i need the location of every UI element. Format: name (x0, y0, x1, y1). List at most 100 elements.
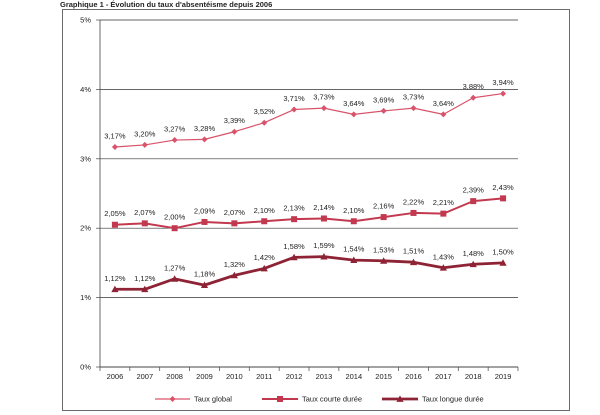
data-point (350, 256, 358, 264)
x-tick-label: 2010 (226, 372, 243, 381)
legend-label: Taux global (194, 395, 232, 404)
data-point (290, 253, 298, 261)
x-tick-label: 2009 (196, 372, 213, 381)
legend-marker (396, 395, 404, 402)
data-point (111, 221, 118, 228)
data-label: 1,59% (313, 241, 335, 250)
data-point (499, 259, 507, 266)
data-label: 3,39% (224, 116, 246, 125)
data-label: 2,13% (283, 204, 305, 213)
data-label: 3,73% (403, 93, 425, 102)
data-label: 3,64% (343, 99, 365, 108)
data-label: 1,12% (104, 274, 126, 283)
data-point (380, 214, 387, 221)
x-tick-label: 2011 (256, 372, 272, 381)
data-point (469, 260, 477, 268)
legend-label: Taux courte durée (302, 395, 362, 404)
data-point (380, 107, 387, 114)
data-label: 2,14% (313, 203, 335, 212)
y-tick-label: 2% (80, 224, 91, 233)
data-point (410, 209, 417, 216)
legend: Taux global Taux courte durée Taux longue … (155, 395, 484, 404)
chart-frame (62, 9, 570, 411)
data-label: 2,10% (343, 206, 365, 215)
data-point (171, 275, 179, 282)
data-label: 3,73% (313, 93, 335, 102)
x-tick-label: 2014 (345, 372, 362, 381)
data-point (470, 94, 477, 101)
y-tick-label: 1% (80, 293, 91, 302)
series-group (111, 90, 507, 293)
data-label: 1,51% (403, 247, 425, 256)
data-point (141, 220, 148, 227)
x-tick-label: 2019 (495, 372, 512, 381)
data-label: 1,58% (283, 242, 305, 251)
data-point (291, 106, 298, 113)
data-point (320, 253, 328, 260)
data-label: 1,50% (492, 247, 514, 256)
data-point (380, 257, 388, 264)
data-label: 2,07% (134, 208, 156, 217)
chart-title: Graphique 1 - Évolution du taux d'absent… (60, 0, 273, 9)
y-axis-ticks: 0% 1% 2% 3% 4% 5% (80, 16, 91, 372)
data-label: 2,10% (254, 206, 276, 215)
data-point (500, 195, 507, 202)
data-label: 1,12% (134, 274, 156, 283)
data-point (410, 105, 417, 112)
data-label: 3,27% (164, 125, 186, 134)
data-point (171, 225, 178, 232)
data-label: 1,43% (433, 252, 455, 261)
data-label: 2,21% (433, 198, 455, 207)
data-point (291, 216, 298, 223)
data-point (111, 144, 118, 151)
data-point (350, 218, 357, 225)
x-tick-label: 2012 (286, 372, 303, 381)
data-label: 3,64% (433, 99, 455, 108)
series-line (114, 255, 504, 291)
data-point (470, 198, 477, 205)
data-point (440, 210, 447, 217)
y-tick-label: 4% (80, 85, 91, 94)
x-tick-label: 2007 (136, 372, 153, 381)
data-label: 3,71% (283, 94, 305, 103)
data-label: 1,32% (224, 260, 246, 269)
data-point (201, 136, 208, 143)
x-tick-label: 2017 (435, 372, 452, 381)
data-label: 3,28% (194, 124, 216, 133)
data-label: 1,42% (254, 253, 276, 262)
data-label: 2,09% (194, 206, 216, 215)
x-tick-label: 2015 (375, 372, 392, 381)
series-line (114, 92, 504, 148)
data-point (231, 128, 238, 135)
data-point (201, 218, 208, 225)
x-tick-label: 2008 (166, 372, 183, 381)
data-point (320, 105, 327, 112)
x-tick-label: 2018 (465, 372, 482, 381)
data-point (320, 215, 327, 222)
data-point (171, 137, 178, 144)
x-tick-label: 2006 (107, 372, 124, 381)
data-point (231, 220, 238, 227)
data-label: 2,39% (463, 186, 485, 195)
data-point (111, 285, 119, 293)
data-point (230, 271, 238, 279)
data-point (200, 281, 209, 288)
y-tick-label: 5% (80, 16, 91, 25)
data-label: 1,53% (373, 245, 395, 254)
legend-marker (169, 396, 176, 402)
data-label: 1,18% (194, 270, 216, 279)
y-tick-label: 0% (80, 363, 91, 372)
data-point (260, 264, 268, 272)
data-label: 2,22% (403, 197, 425, 206)
legend-label: Taux longue durée (422, 395, 484, 404)
data-point (261, 218, 268, 225)
data-point (141, 141, 148, 148)
data-label: 3,69% (373, 95, 395, 104)
series-line (114, 197, 504, 230)
data-label: 3,17% (104, 132, 126, 141)
data-labels: 3,17% 3,20% 3,27% 3,28% 3,39% 3,52% 3,71% 3,73%… (104, 78, 514, 283)
data-label: 2,16% (373, 202, 395, 211)
data-label: 2,00% (164, 213, 186, 222)
data-point (440, 111, 447, 118)
